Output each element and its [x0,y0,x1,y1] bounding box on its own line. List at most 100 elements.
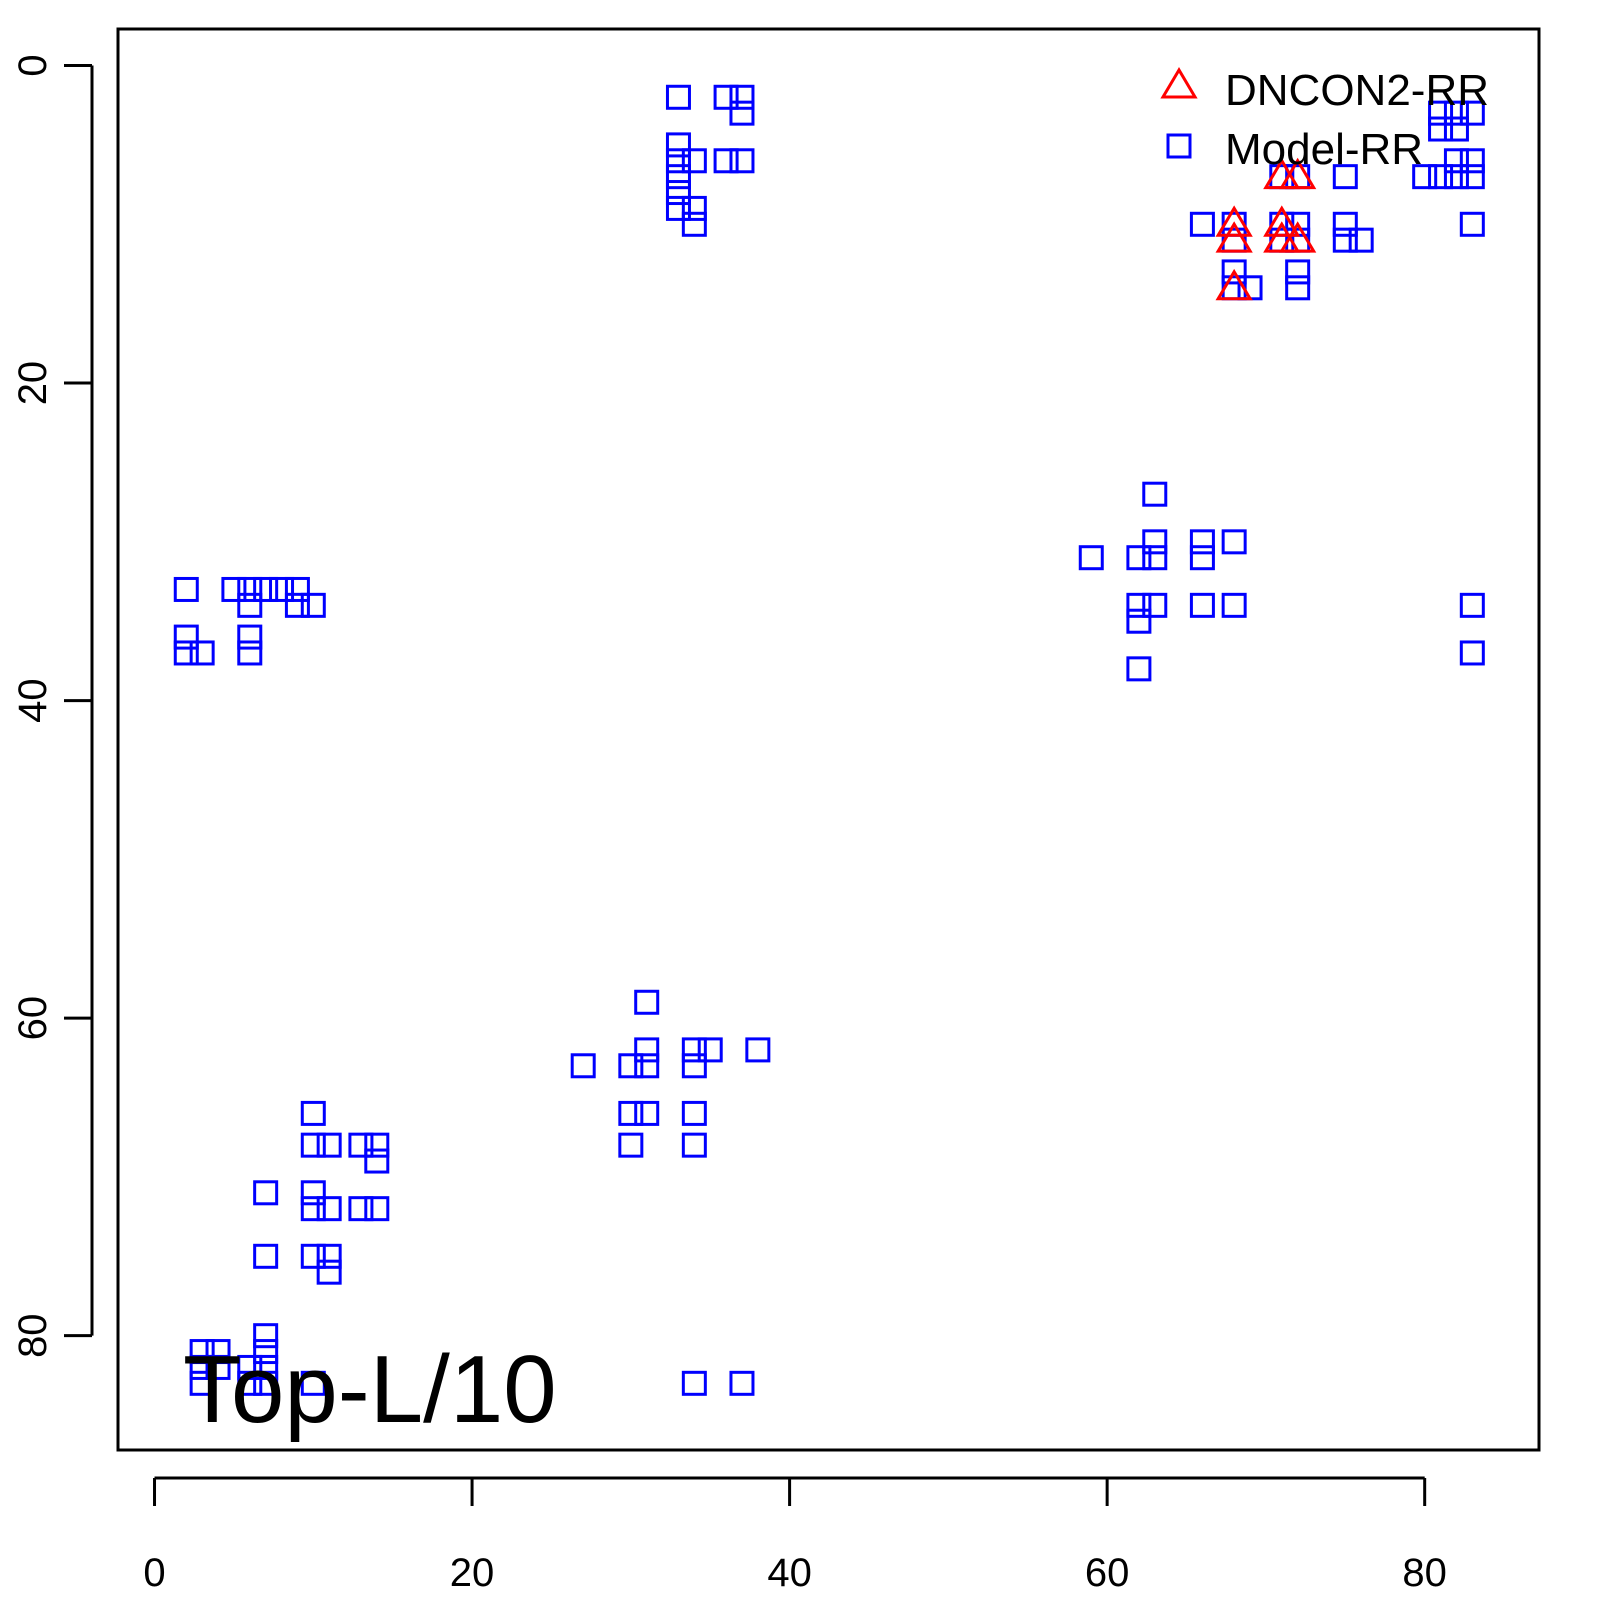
point-model-rr [1142,545,1168,571]
point-model-rr [634,989,660,1015]
point-model-rr [1459,164,1485,190]
point-model-rr [681,1132,707,1158]
point-dncon2-rr [1279,221,1317,253]
point-model-rr [1189,592,1215,618]
point-model-rr [1221,259,1247,285]
point-model-rr [634,1037,660,1063]
point-model-rr [665,148,691,174]
point-model-rr [1459,148,1485,174]
point-model-rr [189,1370,215,1396]
point-model-rr [1126,608,1152,634]
point-model-rr [205,1339,231,1365]
y-tick-label: 0 [11,54,55,76]
point-model-rr [173,640,199,666]
point-dncon2-rr [1215,221,1253,253]
point-model-rr [300,1370,326,1396]
point-model-rr [316,1132,342,1158]
point-model-rr [634,1100,660,1126]
point-model-rr [1142,481,1168,507]
point-model-rr [173,624,199,650]
point-model-rr [1221,275,1247,301]
point-model-rr [253,1323,279,1349]
point-model-rr [237,1370,263,1396]
point-model-rr [269,576,295,602]
point-model-rr [1428,100,1454,126]
point-model-rr [348,1132,374,1158]
point-model-rr [729,148,755,174]
point-model-rr [364,1196,390,1222]
point-model-rr [300,1132,326,1158]
legend-marker-model-rr [1166,133,1192,159]
point-model-rr [745,1037,771,1063]
point-model-rr [300,1196,326,1222]
y-tick-label: 80 [11,1313,55,1358]
point-model-rr [173,576,199,602]
point-model-rr [284,576,310,602]
point-model-rr [316,1259,342,1285]
point-model-rr [1126,545,1152,571]
point-model-rr [1221,227,1247,253]
point-model-rr [364,1132,390,1158]
point-model-rr [1443,116,1469,142]
x-tick-label: 80 [1402,1551,1447,1595]
point-model-rr [1459,592,1485,618]
point-model-rr [237,624,263,650]
x-tick-label: 20 [450,1551,495,1595]
point-model-rr [697,1037,723,1063]
point-model-rr [1142,529,1168,555]
point-model-rr [1189,211,1215,237]
point-model-rr [1126,656,1152,682]
x-axis: 0 20 40 60 80 [143,1476,1447,1595]
point-model-rr [665,84,691,110]
y-tick-label: 20 [11,361,55,406]
point-model-rr [1126,592,1152,618]
point-model-rr [634,1053,660,1079]
point-model-rr [253,1370,279,1396]
point-model-rr [237,1354,263,1380]
point-model-rr [1348,227,1374,253]
point-model-rr [205,1354,231,1380]
point-model-rr [364,1148,390,1174]
point-model-rr [729,1370,755,1396]
point-model-rr [1459,211,1485,237]
point-model-rr [189,640,215,666]
point-dncon2-rr [1215,205,1253,237]
point-model-rr [729,100,755,126]
point-model-rr [1221,529,1247,555]
point-model-rr [665,164,691,190]
point-model-rr [618,1100,644,1126]
point-model-rr [681,1053,707,1079]
point-model-rr [1443,164,1469,190]
y-tick-label: 60 [11,996,55,1041]
point-model-rr [713,84,739,110]
point-model-rr [1142,592,1168,618]
point-model-rr [189,1339,215,1365]
point-model-rr [253,576,279,602]
point-model-rr [1412,164,1438,190]
point-model-rr [1459,640,1485,666]
point-dncon2-rr [1279,157,1317,190]
point-model-rr [665,132,691,158]
plot-frame [116,27,1541,1452]
point-model-rr [1332,227,1358,253]
panel-annotation: Top-L/10 [183,1336,557,1443]
point-model-rr [665,195,691,221]
legend-marker-dncon2-rr [1160,67,1198,99]
point-model-rr [1443,148,1469,174]
x-tick-label: 0 [143,1551,165,1595]
point-model-rr [300,1100,326,1126]
point-model-rr [713,148,739,174]
point-model-rr [237,640,263,666]
point-model-rr [1285,275,1311,301]
point-model-rr [348,1196,374,1222]
x-tick-label: 40 [767,1551,812,1595]
point-model-rr [189,1354,215,1380]
point-model-rr [1428,164,1454,190]
point-model-rr [316,1196,342,1222]
point-model-rr [253,1354,279,1380]
point-model-rr [1443,100,1469,126]
point-model-rr [729,84,755,110]
point-model-rr [681,1370,707,1396]
point-model-rr [284,592,310,618]
